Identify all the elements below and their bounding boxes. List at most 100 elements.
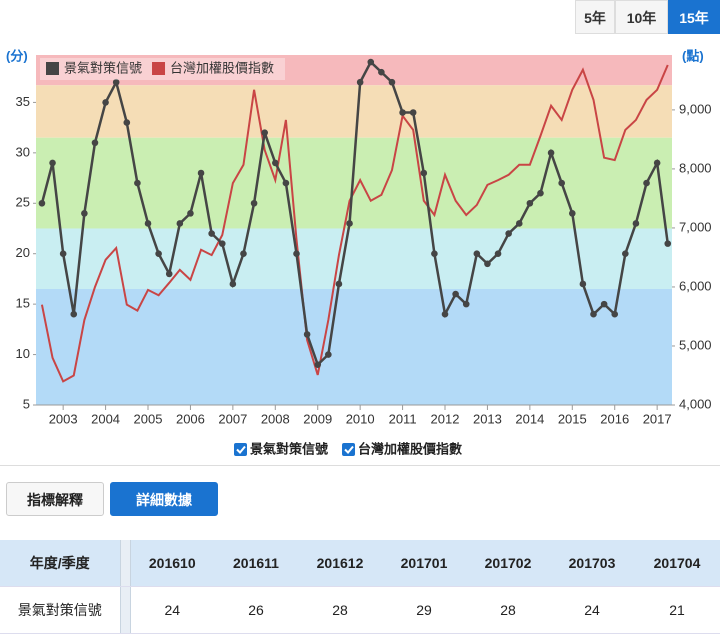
x-tick-label: 2006 bbox=[176, 411, 205, 426]
point bbox=[590, 310, 597, 318]
point bbox=[547, 149, 555, 157]
table-cell: 28 bbox=[466, 586, 550, 634]
divider bbox=[0, 465, 720, 466]
point bbox=[431, 250, 438, 258]
table-cell: 201610 bbox=[130, 540, 214, 587]
point bbox=[409, 109, 417, 116]
checkbox-label[interactable]: 景氣對策信號 bbox=[250, 441, 328, 456]
point bbox=[197, 169, 205, 177]
point bbox=[218, 240, 226, 247]
y2-tick-label: 7,000 bbox=[679, 219, 712, 234]
point bbox=[622, 250, 629, 258]
point bbox=[558, 179, 565, 187]
x-tick-label: 2014 bbox=[515, 411, 544, 426]
band bbox=[36, 55, 672, 86]
point bbox=[91, 139, 99, 147]
point bbox=[356, 78, 364, 86]
point bbox=[176, 220, 184, 227]
point bbox=[70, 310, 78, 318]
point bbox=[303, 331, 311, 338]
point bbox=[526, 199, 534, 207]
legend-swatch bbox=[46, 62, 59, 75]
point bbox=[378, 68, 385, 76]
range-button[interactable]: 15年 bbox=[668, 0, 720, 34]
checkbox-label[interactable]: 台灣加權股價指數 bbox=[358, 441, 462, 456]
table-cell: 24 bbox=[130, 586, 214, 634]
table-row: 景氣對策信號 24 26 28 29 28 24 21 bbox=[0, 586, 720, 634]
tab[interactable]: 詳細數據 bbox=[110, 482, 218, 516]
point bbox=[494, 250, 502, 258]
point bbox=[399, 109, 406, 116]
point bbox=[102, 99, 109, 106]
y-tick-label: 10 bbox=[16, 346, 30, 361]
legend-label: 台灣加權股價指數 bbox=[170, 60, 274, 75]
legend-swatch bbox=[152, 62, 166, 75]
checkbox[interactable] bbox=[234, 443, 247, 456]
scroll-gutter bbox=[119, 540, 131, 587]
table-cell: 201702 bbox=[466, 540, 550, 587]
x-tick-label: 2007 bbox=[218, 411, 247, 426]
point bbox=[165, 270, 173, 278]
point bbox=[346, 220, 353, 227]
point bbox=[388, 78, 396, 86]
table-cell: 24 bbox=[550, 586, 634, 634]
point bbox=[653, 159, 661, 167]
point bbox=[240, 250, 247, 258]
legend-label: 景氣對策信號 bbox=[64, 60, 142, 75]
point bbox=[59, 250, 67, 258]
range-button[interactable]: 10年 bbox=[615, 0, 668, 34]
table-cell: 201703 bbox=[550, 540, 634, 587]
point bbox=[441, 310, 449, 318]
y2-tick-label: 5,000 bbox=[679, 337, 712, 352]
y2-tick-label: 6,000 bbox=[679, 278, 712, 293]
point bbox=[314, 361, 322, 368]
point bbox=[611, 310, 619, 318]
x-tick-label: 2003 bbox=[49, 411, 78, 426]
point bbox=[515, 220, 523, 227]
x-tick-label: 2012 bbox=[431, 411, 460, 426]
point bbox=[664, 240, 672, 247]
point bbox=[144, 220, 152, 227]
scroll-gutter bbox=[119, 586, 131, 634]
y-axis-label: (分) bbox=[6, 48, 28, 63]
x-tick-label: 2017 bbox=[643, 411, 672, 426]
y2-tick-label: 8,000 bbox=[679, 160, 712, 175]
table-cell: 201701 bbox=[382, 540, 466, 587]
x-tick-label: 2004 bbox=[91, 411, 120, 426]
point bbox=[81, 210, 88, 217]
table-cell: 201611 bbox=[214, 540, 298, 587]
point bbox=[229, 280, 237, 288]
x-tick-label: 2011 bbox=[389, 411, 417, 426]
point bbox=[537, 189, 544, 197]
series-line bbox=[40, 60, 669, 367]
point bbox=[643, 179, 650, 187]
table-cell: 28 bbox=[298, 586, 382, 634]
table-cell: 201704 bbox=[634, 540, 720, 587]
point bbox=[484, 260, 491, 268]
checkbox[interactable] bbox=[342, 443, 356, 456]
y-tick-label: 30 bbox=[16, 144, 30, 159]
point bbox=[250, 199, 258, 207]
y-tick-label: 35 bbox=[16, 94, 30, 109]
table-cell: 201612 bbox=[298, 540, 382, 587]
point bbox=[261, 129, 268, 136]
point bbox=[579, 280, 587, 288]
point bbox=[420, 169, 428, 177]
point bbox=[367, 58, 375, 66]
chart: (分) (點) 5 10 15 20 25 30 35 4,000 5,000 6,000 7,00… bbox=[6, 48, 712, 456]
point bbox=[473, 250, 481, 258]
table-row: 年度/季度 201610 201611 201612 201701 201702 20170… bbox=[0, 540, 720, 587]
checkmark bbox=[236, 445, 246, 454]
tab[interactable]: 指標解釋 bbox=[6, 482, 104, 516]
point bbox=[452, 290, 459, 298]
point bbox=[505, 230, 512, 237]
x-tick-label: 2010 bbox=[346, 411, 375, 426]
point bbox=[271, 159, 279, 167]
point bbox=[208, 230, 215, 237]
range-button[interactable]: 5年 bbox=[575, 0, 615, 34]
point bbox=[325, 351, 332, 358]
x-tick-label: 2005 bbox=[134, 411, 163, 426]
band bbox=[36, 289, 672, 405]
y-tick-label: 5 bbox=[23, 396, 30, 411]
